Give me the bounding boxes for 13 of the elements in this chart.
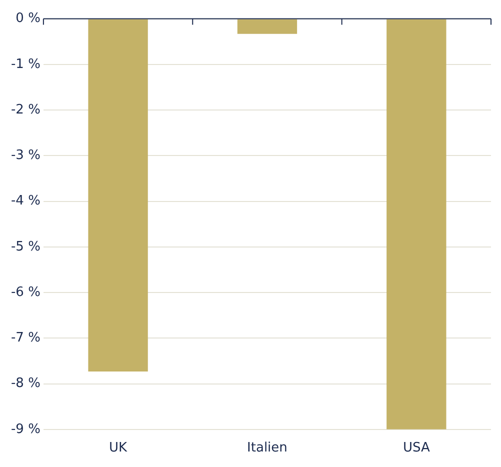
y-tick-label: -5 % xyxy=(10,239,40,254)
y-tick-label: -7 % xyxy=(10,330,40,346)
y-tick-label: -9 % xyxy=(10,422,40,437)
y-tick-label: -4 % xyxy=(10,194,40,209)
x-tick-label: Italien xyxy=(247,440,288,456)
y-tick-label: -6 % xyxy=(10,284,40,300)
y-tick-label: -8 % xyxy=(10,376,40,392)
x-tick-label: USA xyxy=(402,440,430,456)
y-tick-label: -2 % xyxy=(10,102,40,118)
y-tick-label: -3 % xyxy=(10,148,40,164)
y-tick-label: 0 % xyxy=(16,11,40,26)
y-tick-label: -1 % xyxy=(10,56,40,72)
x-tick-label: UK xyxy=(109,440,128,456)
